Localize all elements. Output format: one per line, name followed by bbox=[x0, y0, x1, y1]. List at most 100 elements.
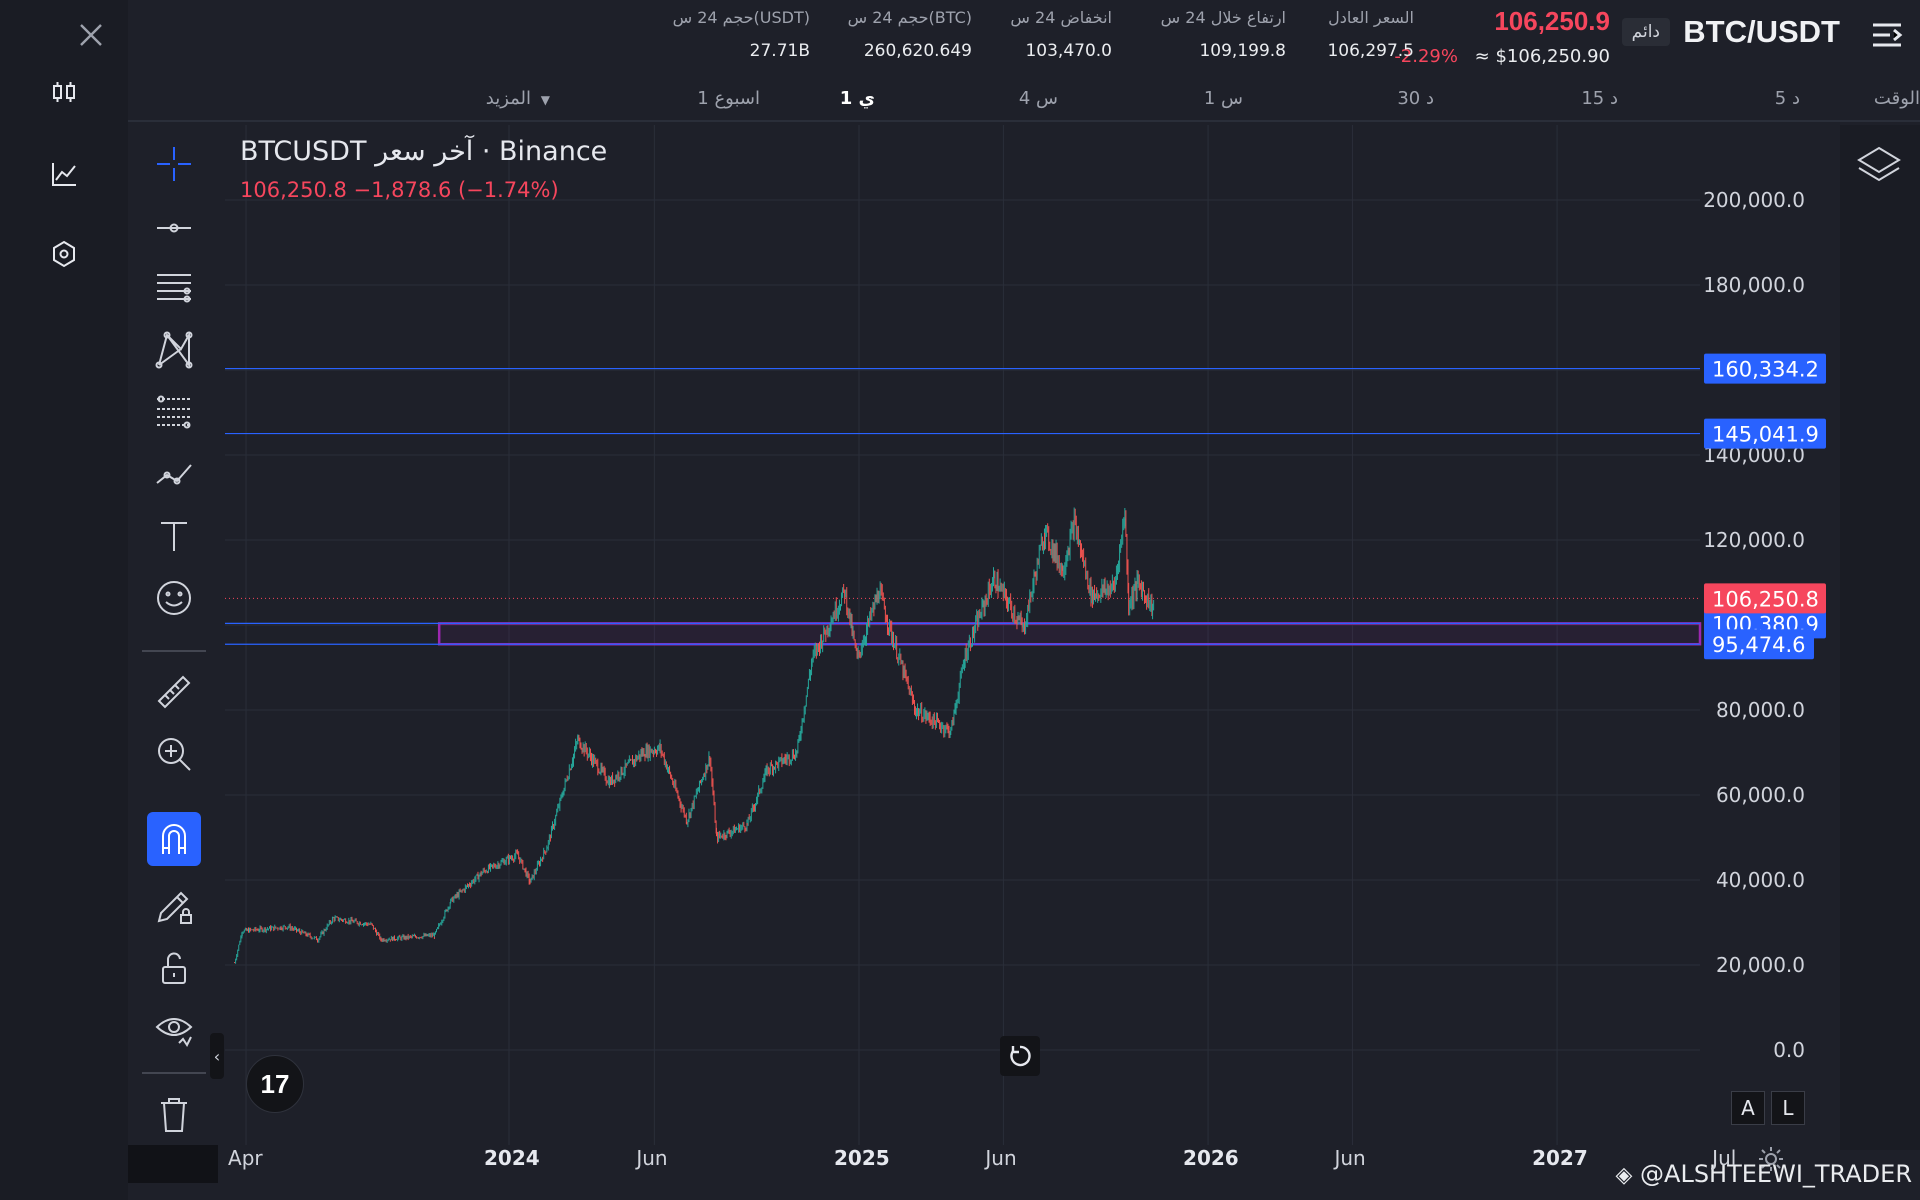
chevron-left-icon: ‹ bbox=[213, 1046, 221, 1066]
log-scale-button[interactable]: L bbox=[1771, 1091, 1805, 1125]
indicator-icon bbox=[53, 240, 75, 268]
price-chart[interactable]: 200,000.0180,000.0160,000.0140,000.0120,… bbox=[225, 125, 1840, 1150]
binance-icon: ◈ bbox=[1615, 1163, 1633, 1188]
timeframe-1h[interactable]: 1 س bbox=[1203, 88, 1243, 109]
chart-change: 106,250.8 −1,878.6 (−1.74%) bbox=[240, 178, 559, 202]
timeframe-time-label: الوقت bbox=[1873, 88, 1920, 109]
reset-icon bbox=[1010, 1045, 1031, 1067]
zoom-in-tool[interactable] bbox=[146, 726, 202, 782]
x-tick-label: Jun bbox=[985, 1146, 1017, 1170]
stat-value: 106,297.5 bbox=[1327, 41, 1414, 61]
timeframe-more[interactable]: المزيد ▼ bbox=[486, 88, 550, 109]
eye-tool[interactable] bbox=[146, 1002, 202, 1058]
indicator-button[interactable] bbox=[40, 230, 88, 278]
stat-24h-low: انخفاض 24 س 103,470.0 bbox=[1010, 8, 1112, 61]
ruler-tool[interactable] bbox=[146, 664, 202, 720]
stat-label: حجم 24 س(BTC) bbox=[847, 8, 972, 27]
emoji-tool[interactable] bbox=[146, 570, 202, 626]
toolbar-divider bbox=[142, 1072, 206, 1074]
timeframe-4h[interactable]: 4 س bbox=[1018, 88, 1058, 109]
trash-tool[interactable] bbox=[146, 1086, 202, 1142]
last-price: 106,250.9 bbox=[1494, 6, 1610, 36]
fib-tool[interactable] bbox=[146, 384, 202, 440]
text-icon bbox=[161, 522, 187, 551]
text-tool[interactable] bbox=[146, 508, 202, 564]
price-level-label: 95,474.6 bbox=[1712, 633, 1806, 657]
settings-button[interactable] bbox=[1756, 1144, 1786, 1174]
perpetual-badge: دائم bbox=[1621, 18, 1670, 46]
stat-mark-price: السعر العادل 106,297.5 bbox=[1327, 8, 1414, 61]
collapse-toolbar-button[interactable]: ‹ bbox=[210, 1033, 224, 1079]
close-icon bbox=[80, 24, 102, 46]
forecast-tool[interactable] bbox=[146, 446, 202, 502]
candles-icon bbox=[53, 82, 75, 102]
horizontal-ray-tool[interactable] bbox=[146, 200, 202, 256]
x-tick-label: Jun bbox=[636, 1146, 668, 1170]
y-tick-label: 200,000.0 bbox=[1703, 188, 1805, 212]
line-chart-button[interactable] bbox=[40, 150, 88, 198]
timeframe-30m[interactable]: 30 د bbox=[1397, 88, 1434, 109]
symbol-title[interactable]: BTC/USDT bbox=[1683, 14, 1840, 49]
forecast-icon bbox=[156, 464, 192, 485]
magnet-icon bbox=[162, 824, 186, 854]
pattern-tool[interactable] bbox=[146, 322, 202, 378]
change-percent: -2.29% bbox=[1394, 46, 1458, 67]
lock-tool[interactable] bbox=[146, 940, 202, 996]
close-button[interactable] bbox=[68, 12, 114, 58]
x-tick-label: Apr bbox=[228, 1146, 263, 1170]
header: BTC/USDT دائم 106,250.9 -2.29% ≈ $106,25… bbox=[128, 0, 1920, 122]
x-tick-label: 2027 bbox=[1532, 1146, 1588, 1170]
draw-lock-icon bbox=[157, 891, 192, 924]
y-tick-label: 40,000.0 bbox=[1716, 868, 1805, 892]
stat-24h-volume-usdt: حجم 24 س(USDT) 27.71B bbox=[673, 8, 810, 61]
layers-button[interactable] bbox=[1855, 140, 1903, 188]
logo-text: 17 bbox=[260, 1068, 290, 1099]
last-price-label: 106,250.8 bbox=[1712, 587, 1819, 611]
zoom-in-icon bbox=[158, 738, 191, 771]
timeframe-15m[interactable]: 15 د bbox=[1581, 88, 1618, 109]
chart-title: BTCUSDT آخر سعر · Binance bbox=[240, 136, 608, 167]
y-tick-label: 120,000.0 bbox=[1703, 528, 1805, 552]
stat-24h-volume-btc: حجم 24 س(BTC) 260,620.649 bbox=[848, 8, 972, 61]
chart-area[interactable]: 200,000.0180,000.0160,000.0140,000.0120,… bbox=[225, 125, 1840, 1150]
price-level-label-bg bbox=[1704, 629, 1814, 660]
stat-value: 260,620.649 bbox=[863, 41, 972, 61]
y-tick-label: 20,000.0 bbox=[1716, 953, 1805, 977]
trash-icon bbox=[161, 1098, 187, 1132]
y-tick-label: 0.0 bbox=[1773, 1038, 1805, 1062]
timeframe-1w[interactable]: 1 اسبوع bbox=[697, 88, 760, 109]
support-zone bbox=[437, 622, 1702, 646]
stat-value: 109,199.8 bbox=[1199, 41, 1286, 61]
eye-icon bbox=[155, 1018, 193, 1047]
more-label: المزيد bbox=[485, 88, 532, 109]
crosshair-tool[interactable] bbox=[146, 136, 202, 192]
stat-24h-high: ارتفاع خلال 24 س 109,199.8 bbox=[1161, 8, 1286, 61]
x-tick-label: 2024 bbox=[484, 1146, 540, 1170]
horizontal-ray-icon bbox=[157, 223, 191, 233]
x-tick-label: 2026 bbox=[1183, 1146, 1239, 1170]
fib-icon bbox=[157, 395, 191, 429]
stat-label: حجم 24 س(USDT) bbox=[672, 8, 810, 27]
x-tick-label: Jul bbox=[1712, 1146, 1737, 1170]
last-price-label-bg bbox=[1704, 583, 1826, 614]
menu-button[interactable] bbox=[1870, 18, 1904, 52]
timeframe-1d[interactable]: 1 ي bbox=[839, 88, 875, 109]
x-tick-label: Jun bbox=[1334, 1146, 1366, 1170]
stat-label: ارتفاع خلال 24 س bbox=[1160, 8, 1286, 27]
price-level-label: 145,041.9 bbox=[1712, 423, 1819, 447]
crosshair-icon bbox=[157, 147, 191, 181]
draw-lock-tool[interactable] bbox=[146, 878, 202, 934]
magnet-tool[interactable] bbox=[147, 812, 201, 866]
xaxis-corner bbox=[128, 1145, 218, 1183]
timeframe-5m[interactable]: 5 د bbox=[1774, 88, 1800, 109]
pattern-icon bbox=[155, 331, 193, 369]
price-level-label-bg bbox=[1704, 353, 1826, 384]
tradingview-logo: 17 bbox=[246, 1055, 304, 1113]
parallel-lines-tool[interactable] bbox=[146, 260, 202, 316]
auto-scale-button[interactable]: A bbox=[1731, 1091, 1765, 1125]
chevron-down-icon: ▼ bbox=[540, 93, 550, 107]
reset-view-button[interactable] bbox=[1000, 1036, 1040, 1076]
y-tick-label: 80,000.0 bbox=[1716, 698, 1805, 722]
candles-button[interactable] bbox=[40, 68, 88, 116]
